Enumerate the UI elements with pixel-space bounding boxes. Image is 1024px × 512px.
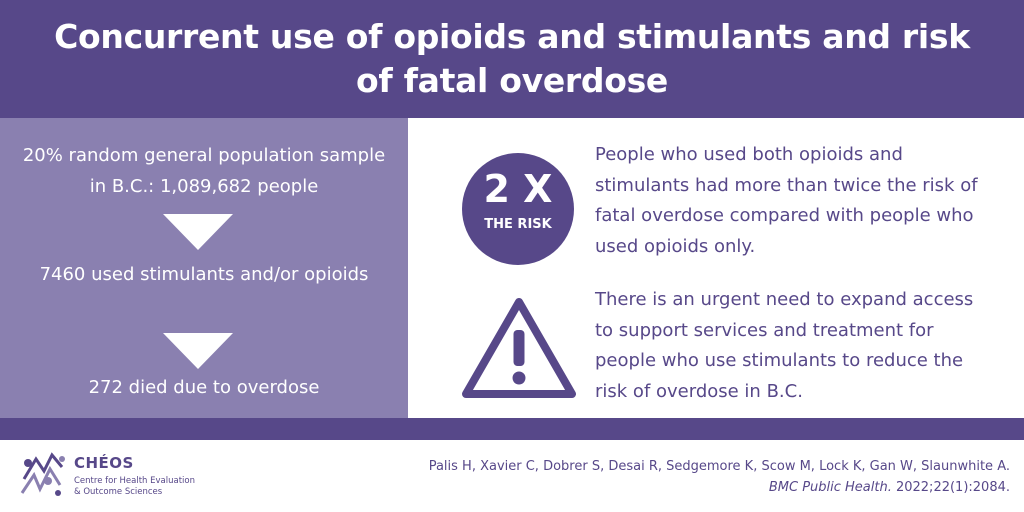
cohort-flow-panel: 20% random general population sample in …	[0, 118, 408, 418]
cheos-logo: CHÉOS Centre for Health Evaluation & Out…	[18, 449, 258, 504]
citation-source: BMC Public Health. 2022;22(1):2084.	[429, 477, 1010, 498]
footer-band	[0, 418, 1024, 440]
logo-subtitle-line1: Centre for Health Evaluation	[74, 476, 195, 486]
logo-name: CHÉOS	[74, 454, 134, 472]
flow-step-deaths: 272 died due to overdose	[88, 377, 320, 398]
findings-panel: 2 X THE RISK People who used both opioid…	[408, 118, 1024, 418]
flow-step-users: 7460 used stimulants and/or opioids	[39, 264, 369, 285]
down-arrow-icon	[163, 333, 233, 369]
logo-subtitle-line2: & Outcome Sciences	[74, 487, 163, 497]
warning-text: There is an urgent need to expand access…	[595, 289, 974, 402]
citation-journal: BMC Public Health.	[768, 480, 892, 495]
risk-badge: 2 X THE RISK	[462, 153, 574, 265]
risk-finding-text: People who used both opioids and stimula…	[595, 144, 978, 257]
citation-ref: 2022;22(1):2084.	[891, 480, 1010, 495]
risk-badge-value: 2 X	[483, 167, 553, 211]
header-banner: Concurrent use of opioids and stimulants…	[0, 0, 1024, 118]
citation-authors: Palis H, Xavier C, Dobrer S, Desai R, Se…	[428, 459, 1010, 474]
down-arrow-icon	[163, 214, 233, 250]
page-title: Concurrent use of opioids and stimulants…	[54, 17, 970, 100]
warning-triangle-icon	[462, 298, 576, 398]
cheos-logo-icon	[20, 452, 65, 496]
flow-step-sample: 20% random general population sample in …	[22, 145, 386, 197]
citation: Palis H, Xavier C, Dobrer S, Desai R, Se…	[429, 456, 1010, 498]
risk-badge-label: THE RISK	[484, 217, 552, 232]
